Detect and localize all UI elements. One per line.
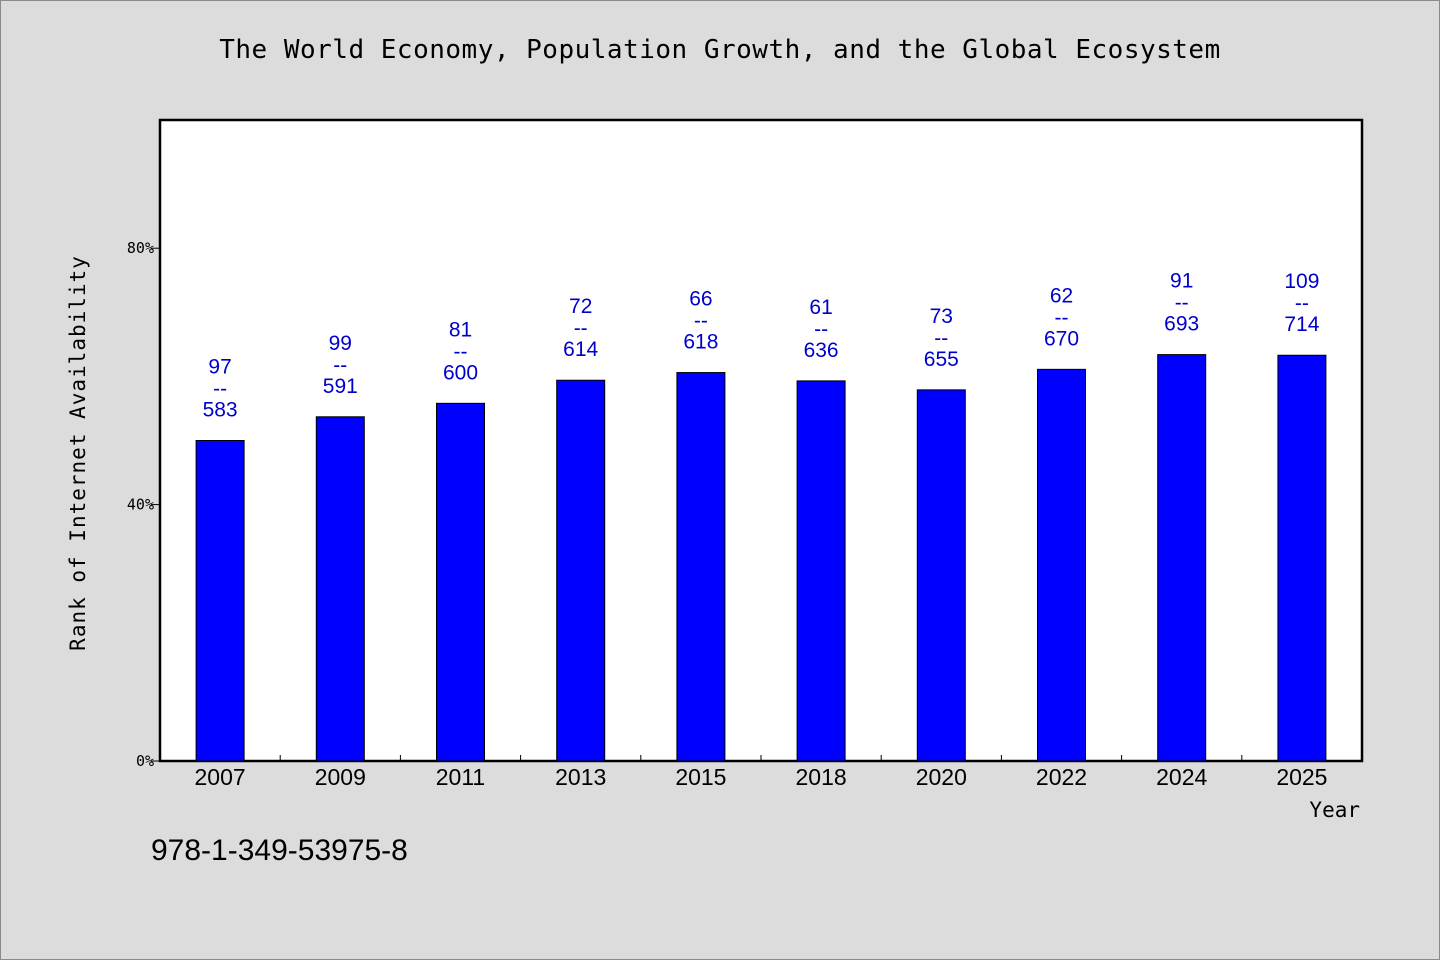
bar: [1037, 368, 1086, 762]
data-label-top: 66: [689, 288, 712, 311]
data-label-bottom: 591: [323, 375, 358, 398]
x-tick-label: 2009: [315, 764, 366, 790]
chart-title: The World Economy, Population Growth, an…: [219, 35, 1221, 65]
x-tick-label: 2018: [796, 764, 847, 790]
bar: [556, 379, 606, 762]
data-label-bottom: 714: [1284, 313, 1319, 336]
data-label-separator: --: [213, 378, 227, 401]
data-label-bottom: 614: [563, 338, 598, 361]
bar: [1157, 354, 1207, 762]
data-label-top: 61: [809, 296, 832, 319]
x-axis-label: Year: [1309, 798, 1360, 822]
bars: [195, 354, 1327, 762]
x-tick-label: 2022: [1036, 764, 1087, 790]
x-tick-label: 2013: [555, 764, 606, 790]
data-label-separator: --: [934, 327, 948, 350]
y-tick-label: 40%: [127, 496, 154, 514]
data-label-bottom: 693: [1164, 313, 1199, 336]
bar: [315, 416, 365, 762]
data-label-bottom: 618: [683, 331, 718, 354]
data-label-top: 99: [329, 332, 352, 355]
x-tick-label: 2025: [1276, 764, 1327, 790]
data-label-separator: --: [814, 318, 828, 341]
data-label-top: 97: [208, 356, 231, 379]
x-tick-label: 2011: [436, 764, 485, 790]
data-label-bottom: 636: [804, 339, 839, 362]
data-label-top: 62: [1050, 284, 1073, 307]
x-tick-label: 2024: [1156, 764, 1207, 790]
data-label-top: 91: [1170, 270, 1193, 293]
data-label-separator: --: [1295, 292, 1309, 315]
data-label-top: 73: [930, 305, 953, 328]
data-label-separator: --: [1055, 306, 1069, 329]
x-tick-label: 2015: [675, 764, 726, 790]
bar: [676, 372, 726, 762]
data-label-bottom: 655: [924, 348, 959, 371]
bar: [436, 402, 485, 762]
data-label-separator: --: [1175, 292, 1189, 315]
data-label-separator: --: [574, 317, 588, 340]
bar: [1277, 354, 1327, 762]
x-tick-label: 2020: [916, 764, 967, 790]
y-tick-label: 80%: [127, 239, 154, 257]
bar: [796, 380, 846, 762]
data-label-bottom: 600: [443, 361, 478, 384]
data-label-separator: --: [333, 354, 347, 377]
bar: [195, 440, 245, 762]
y-tick-label: 0%: [136, 752, 154, 770]
x-axis: 2007 2009 2011 2013 2015 2018 2020 2022 2024 2025: [195, 755, 1327, 790]
data-label-separator: --: [694, 310, 708, 333]
x-tick-label: 2007: [195, 764, 246, 790]
bar: [916, 389, 966, 762]
data-label-top: 109: [1284, 270, 1319, 293]
data-label-bottom: 583: [203, 399, 238, 422]
y-axis-label: Rank of Internet Availability: [66, 255, 90, 651]
isbn-text: 978-1-349-53975-8: [151, 834, 408, 867]
data-label-top: 81: [449, 318, 472, 341]
data-label-bottom: 670: [1044, 327, 1079, 350]
y-axis: 0% 40% 80%: [127, 239, 160, 770]
data-label-top: 72: [569, 295, 592, 318]
data-label-separator: --: [454, 340, 468, 363]
data-labels: 97--58399--59181--60072--61466--61861--6…: [203, 270, 1320, 422]
